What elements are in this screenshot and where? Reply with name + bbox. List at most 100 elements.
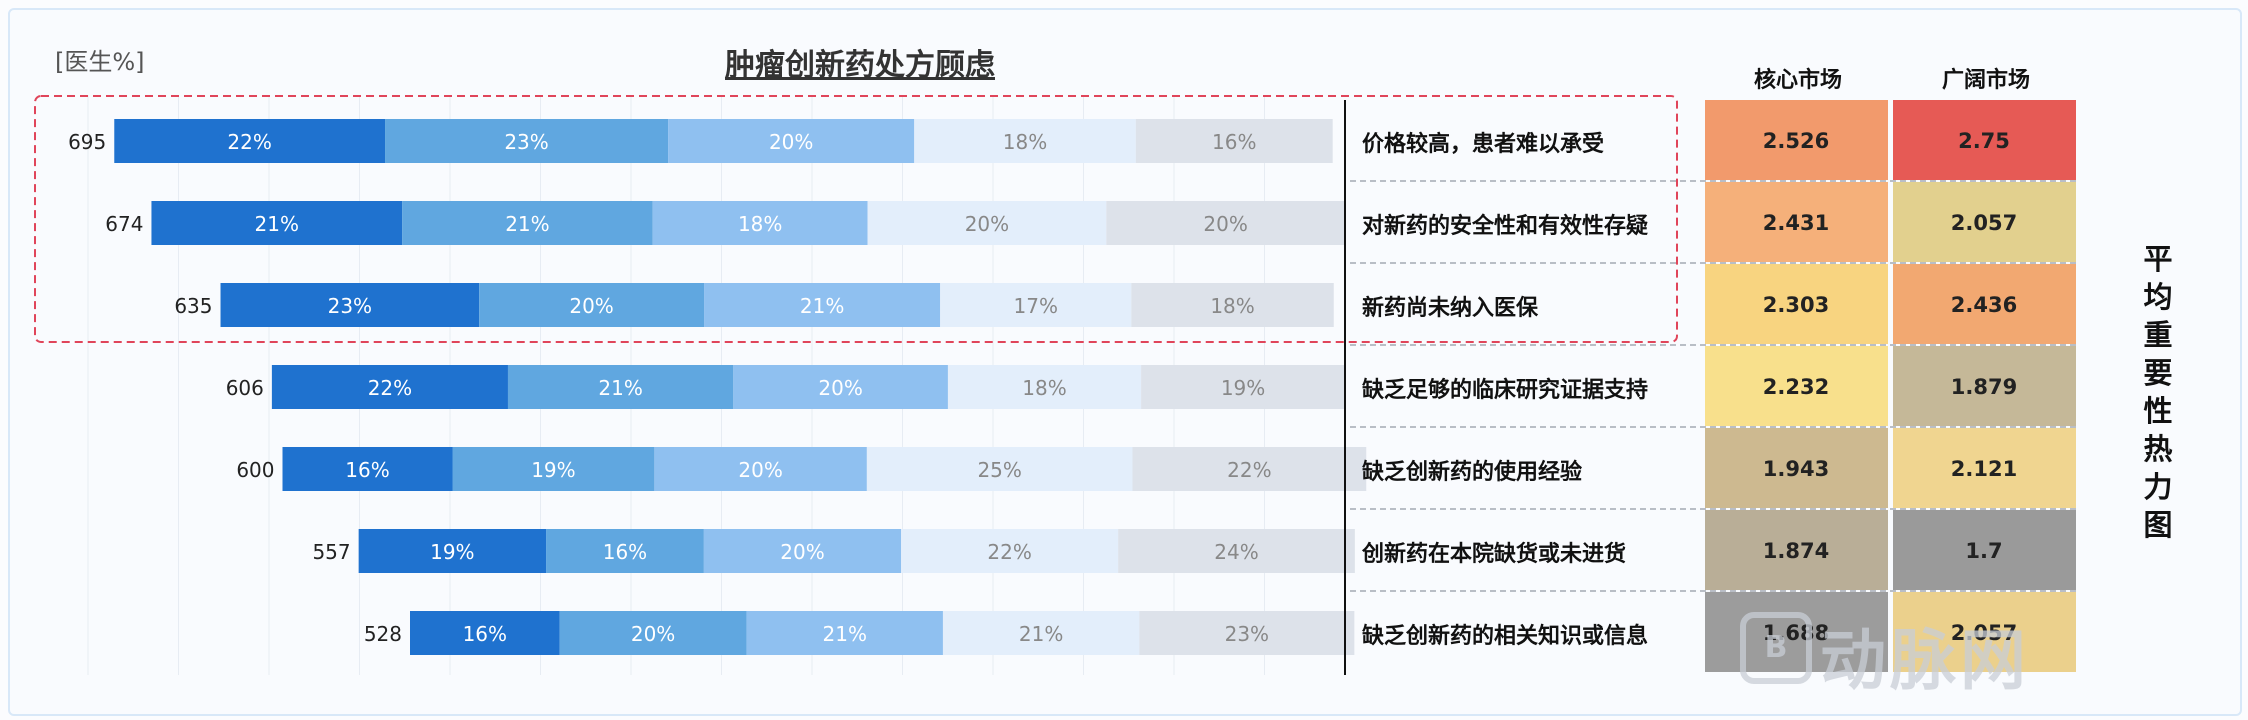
category-label: 缺乏创新药的相关知识或信息 xyxy=(1362,623,1648,649)
segment-label: 22% xyxy=(227,130,271,154)
bar-segment xyxy=(942,611,1140,655)
segment-label: 22% xyxy=(1227,458,1271,482)
bar-segment xyxy=(1131,283,1334,327)
segment-label: 17% xyxy=(1014,294,1058,318)
segment-label: 21% xyxy=(505,212,549,236)
total-label: 528 xyxy=(364,622,402,646)
total-label: 695 xyxy=(68,130,106,154)
bar-segment xyxy=(479,283,705,327)
segment-label: 16% xyxy=(603,540,647,564)
category-label: 缺乏足够的临床研究证据支持 xyxy=(1362,377,1648,403)
bar-segment xyxy=(652,201,868,245)
bar-segment xyxy=(1106,201,1345,245)
heat-value: 2.526 xyxy=(1763,129,1829,153)
heat-cell xyxy=(1705,182,1888,262)
bar-segment xyxy=(901,529,1119,573)
heat-value: 2.057 xyxy=(1951,211,2017,235)
heat-cell xyxy=(1705,592,1888,672)
bar-segment xyxy=(654,447,867,491)
heat-value: 1.879 xyxy=(1951,375,2017,399)
heat-cell xyxy=(1705,100,1888,180)
highlight-box xyxy=(34,95,1678,343)
total-label: 606 xyxy=(226,376,264,400)
segment-label: 20% xyxy=(631,622,675,646)
bar-segment xyxy=(914,119,1136,163)
segment-label: 23% xyxy=(504,130,548,154)
bar-segment xyxy=(114,119,386,163)
segment-label: 21% xyxy=(598,376,642,400)
heat-cell xyxy=(1893,100,2076,180)
heat-value: 1.7 xyxy=(1965,539,2002,563)
segment-label: 21% xyxy=(255,212,299,236)
segment-label: 19% xyxy=(531,458,575,482)
segment-label: 20% xyxy=(965,212,1009,236)
unit-label: [医生%] xyxy=(55,48,145,76)
segment-label: 19% xyxy=(430,540,474,564)
category-label: 价格较高，患者难以承受 xyxy=(1362,131,1604,157)
bar-segment xyxy=(559,611,747,655)
total-label: 600 xyxy=(236,458,274,482)
category-label: 新药尚未纳入医保 xyxy=(1362,295,1539,321)
segment-label: 18% xyxy=(1003,130,1047,154)
heat-value: 2.436 xyxy=(1951,293,2017,317)
bar-segment xyxy=(282,447,453,491)
bar-segment xyxy=(704,283,941,327)
watermark-logo-icon: B xyxy=(1740,612,1812,684)
segment-label: 18% xyxy=(1210,294,1254,318)
heat-cell xyxy=(1893,346,2076,426)
bar-segment xyxy=(668,119,915,163)
watermark-text: 动脉网 xyxy=(1820,622,2030,699)
bar-segment xyxy=(452,447,655,491)
heat-cell xyxy=(1705,510,1888,590)
bar-segment xyxy=(402,201,653,245)
bar-segment xyxy=(220,283,480,327)
bar-segment xyxy=(151,201,403,245)
segment-label: 16% xyxy=(345,458,389,482)
total-label: 635 xyxy=(174,294,212,318)
total-label: 674 xyxy=(105,212,143,236)
heat-cell xyxy=(1893,592,2076,672)
segment-label: 20% xyxy=(780,540,824,564)
segment-label: 22% xyxy=(987,540,1031,564)
heat-cell xyxy=(1893,510,2076,590)
segment-label: 23% xyxy=(328,294,372,318)
segment-label: 16% xyxy=(1212,130,1256,154)
heat-cell xyxy=(1893,428,2076,508)
bar-segment xyxy=(271,365,508,409)
segment-label: 20% xyxy=(738,458,782,482)
category-label: 创新药在本院缺货或未进货 xyxy=(1361,541,1626,567)
heat-value: 1.943 xyxy=(1763,457,1829,481)
segment-label: 21% xyxy=(823,622,867,646)
chart-title: 肿瘤创新药处方顾虑 xyxy=(725,48,995,83)
category-label: 缺乏创新药的使用经验 xyxy=(1362,459,1582,485)
bar-segment xyxy=(385,119,669,163)
segment-label: 20% xyxy=(1203,212,1247,236)
bar-segment xyxy=(546,529,704,573)
segment-label: 18% xyxy=(1022,376,1066,400)
segment-label: 21% xyxy=(1019,622,1063,646)
bar-segment xyxy=(1135,119,1333,163)
heatmap-side-title: 平均重要性热力图 xyxy=(2143,242,2173,542)
segment-label: 18% xyxy=(738,212,782,236)
total-label: 557 xyxy=(312,540,350,564)
bar-segment xyxy=(866,447,1133,491)
heat-value: 2.303 xyxy=(1763,293,1829,317)
segment-label: 19% xyxy=(1221,376,1265,400)
segment-label: 24% xyxy=(1214,540,1258,564)
bar-segment xyxy=(867,201,1107,245)
heat-header-core: 核心市场 xyxy=(1753,68,1842,93)
heat-cell xyxy=(1893,182,2076,262)
bar-segment xyxy=(1139,611,1355,655)
segment-label: 20% xyxy=(769,130,813,154)
heat-cell xyxy=(1893,264,2076,344)
heat-cell xyxy=(1705,264,1888,344)
segment-label: 20% xyxy=(818,376,862,400)
bar-segment xyxy=(507,365,734,409)
bar-segment xyxy=(746,611,943,655)
bar-segment xyxy=(940,283,1132,327)
bar-segment xyxy=(358,529,547,573)
heat-value: 2.431 xyxy=(1763,211,1829,235)
heat-value: 2.121 xyxy=(1951,457,2017,481)
bar-segment xyxy=(1118,529,1355,573)
